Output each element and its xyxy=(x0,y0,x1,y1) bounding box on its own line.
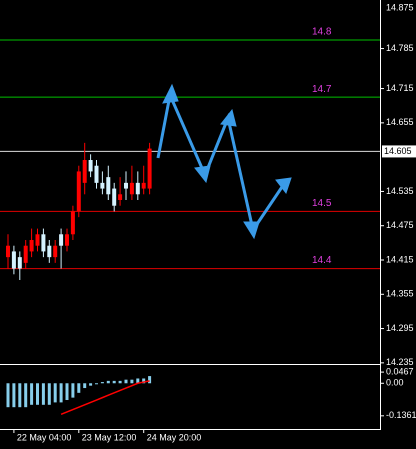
candle-body xyxy=(141,182,146,189)
candle-body xyxy=(88,160,93,172)
candle-body xyxy=(124,182,128,189)
histogram-bar xyxy=(100,382,104,384)
candle-body xyxy=(82,160,87,183)
histogram-bar xyxy=(12,383,16,408)
histogram-bar xyxy=(130,379,134,384)
x-tick-label: 23 May 12:00 xyxy=(82,432,137,442)
x-tick-label: 22 May 04:00 xyxy=(17,432,72,442)
level-label: 14.5 xyxy=(312,198,332,209)
level-label: 14.8 xyxy=(312,27,332,38)
histogram-bar xyxy=(124,379,128,384)
candle-body xyxy=(35,234,40,246)
histogram-bar xyxy=(53,383,57,403)
candle-body xyxy=(94,165,99,183)
histogram-bar xyxy=(148,376,152,384)
candle-body xyxy=(76,171,81,212)
y2-tick-label: -0.1361 xyxy=(386,410,416,420)
histogram-bar xyxy=(136,378,140,384)
y-tick-label: 14.415 xyxy=(386,254,414,264)
histogram-bar xyxy=(47,383,51,405)
histogram-bar xyxy=(24,383,28,408)
candle-body xyxy=(112,188,117,206)
histogram-bar xyxy=(106,380,110,384)
histogram-bar xyxy=(18,383,22,408)
current-price-label: 14.605 xyxy=(384,146,412,156)
candle-body xyxy=(47,245,52,258)
histogram-bar xyxy=(89,383,93,386)
y-tick-label: 14.655 xyxy=(386,117,414,127)
histogram-bar xyxy=(41,383,45,405)
y-tick-label: 14.235 xyxy=(386,357,414,367)
level-label: 14.7 xyxy=(312,84,332,95)
candle-body xyxy=(11,251,16,269)
arrow-head xyxy=(194,165,211,184)
candle-body xyxy=(135,182,140,195)
histogram-bar xyxy=(142,378,146,384)
y-tick-label: 14.785 xyxy=(386,43,414,53)
arrow-head xyxy=(220,108,237,127)
y2-tick-label: 0.0467 xyxy=(386,366,414,376)
histogram-bar xyxy=(30,383,34,405)
candle-body xyxy=(147,148,152,189)
candle-body xyxy=(70,211,75,235)
x-tick-label: 24 May 20:00 xyxy=(147,432,202,442)
candle-body xyxy=(59,234,64,246)
y-tick-label: 14.715 xyxy=(386,83,414,93)
y-tick-label: 14.875 xyxy=(386,2,414,12)
arrow-head xyxy=(162,83,179,104)
candle-body xyxy=(129,182,134,195)
histogram-bar xyxy=(59,383,63,403)
y-tick-label: 14.295 xyxy=(386,323,414,333)
histogram-bar xyxy=(36,383,39,405)
arrow-head xyxy=(243,221,260,240)
histogram-bar xyxy=(6,383,10,408)
candle-body xyxy=(118,194,123,200)
level-label: 14.4 xyxy=(312,255,332,266)
candle-body xyxy=(41,234,46,252)
y-tick-label: 14.355 xyxy=(386,289,414,299)
y-tick-label: 14.535 xyxy=(386,186,414,196)
histogram-bar xyxy=(95,383,98,385)
histogram-bar xyxy=(118,380,122,384)
histogram-bar xyxy=(83,383,87,389)
forecast-arrows xyxy=(156,83,292,240)
candle-body xyxy=(17,257,22,269)
candle-body xyxy=(106,177,111,195)
signal-line xyxy=(60,380,150,416)
histogram-bar xyxy=(65,383,69,401)
histogram-bar xyxy=(112,380,116,384)
histogram-bar xyxy=(77,383,81,393)
candle-body xyxy=(53,245,58,258)
y-tick-label: 14.475 xyxy=(386,220,414,230)
current-price-box xyxy=(382,145,416,158)
candle-body xyxy=(23,245,28,263)
candle-body xyxy=(6,245,10,258)
candle-body xyxy=(29,240,34,252)
histogram-bar xyxy=(71,383,75,398)
arrow-head xyxy=(275,177,292,195)
candle-body xyxy=(65,234,69,246)
candle-body xyxy=(100,182,105,189)
y2-tick-label: 0.00 xyxy=(386,378,404,388)
